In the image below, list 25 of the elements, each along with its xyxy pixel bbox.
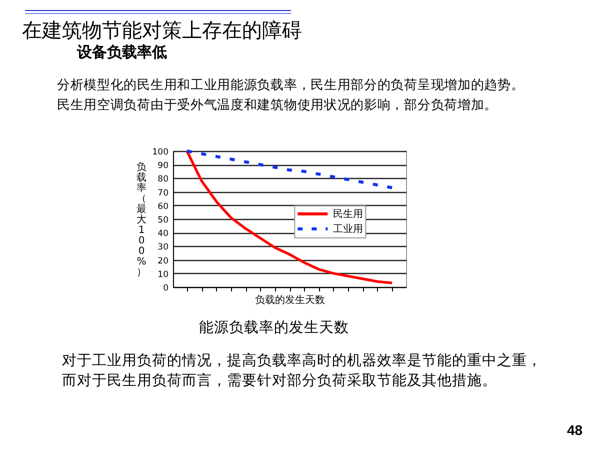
y-tick-label: 80 xyxy=(158,174,168,185)
y-tick-label: 30 xyxy=(158,242,168,253)
line-series xyxy=(185,150,394,190)
y-tick-label: 50 xyxy=(158,216,168,226)
y-tick-label: 40 xyxy=(158,229,168,240)
text: 而对于民生用负荷而言，需要针对部分负荷采取节能及其他措施。 xyxy=(62,373,497,390)
y-tick-label: 100 xyxy=(152,148,168,158)
y-tick-label: 20 xyxy=(158,256,168,266)
text: 对于工业用负荷的情况，提高负载率高时的机器效率是节能的重中之重， xyxy=(62,353,542,370)
text: 民生用空调负荷由于受外气温度和建筑物使用状况的影响，部分负荷增加。 xyxy=(57,98,498,114)
legend-label: 工业用 xyxy=(333,222,364,235)
line-series xyxy=(186,150,394,284)
text: 负载率（最大100%） xyxy=(136,162,146,278)
chart-title: 在建筑物节能对策上存在的障碍 xyxy=(22,18,302,42)
text: 能源负载率的发生天数 xyxy=(199,320,349,337)
legend-label: 民生用 xyxy=(333,208,364,220)
y-tick-label: 70 xyxy=(158,188,168,198)
chart-subtitle: 设备负载率低 xyxy=(77,43,167,62)
y-tick-label: 60 xyxy=(158,202,168,212)
x-axis-title: 负载的发生天数 xyxy=(255,294,325,306)
y-tick-label: 10 xyxy=(158,270,168,280)
text: 分析模型化的民生用和工业用能源负载率，民生用部分的负荷呈现增加的趋势。 xyxy=(57,78,524,94)
y-tick-label: 90 xyxy=(158,161,168,172)
y-tick-label: 0 xyxy=(163,284,168,294)
text: 48 xyxy=(567,422,583,438)
